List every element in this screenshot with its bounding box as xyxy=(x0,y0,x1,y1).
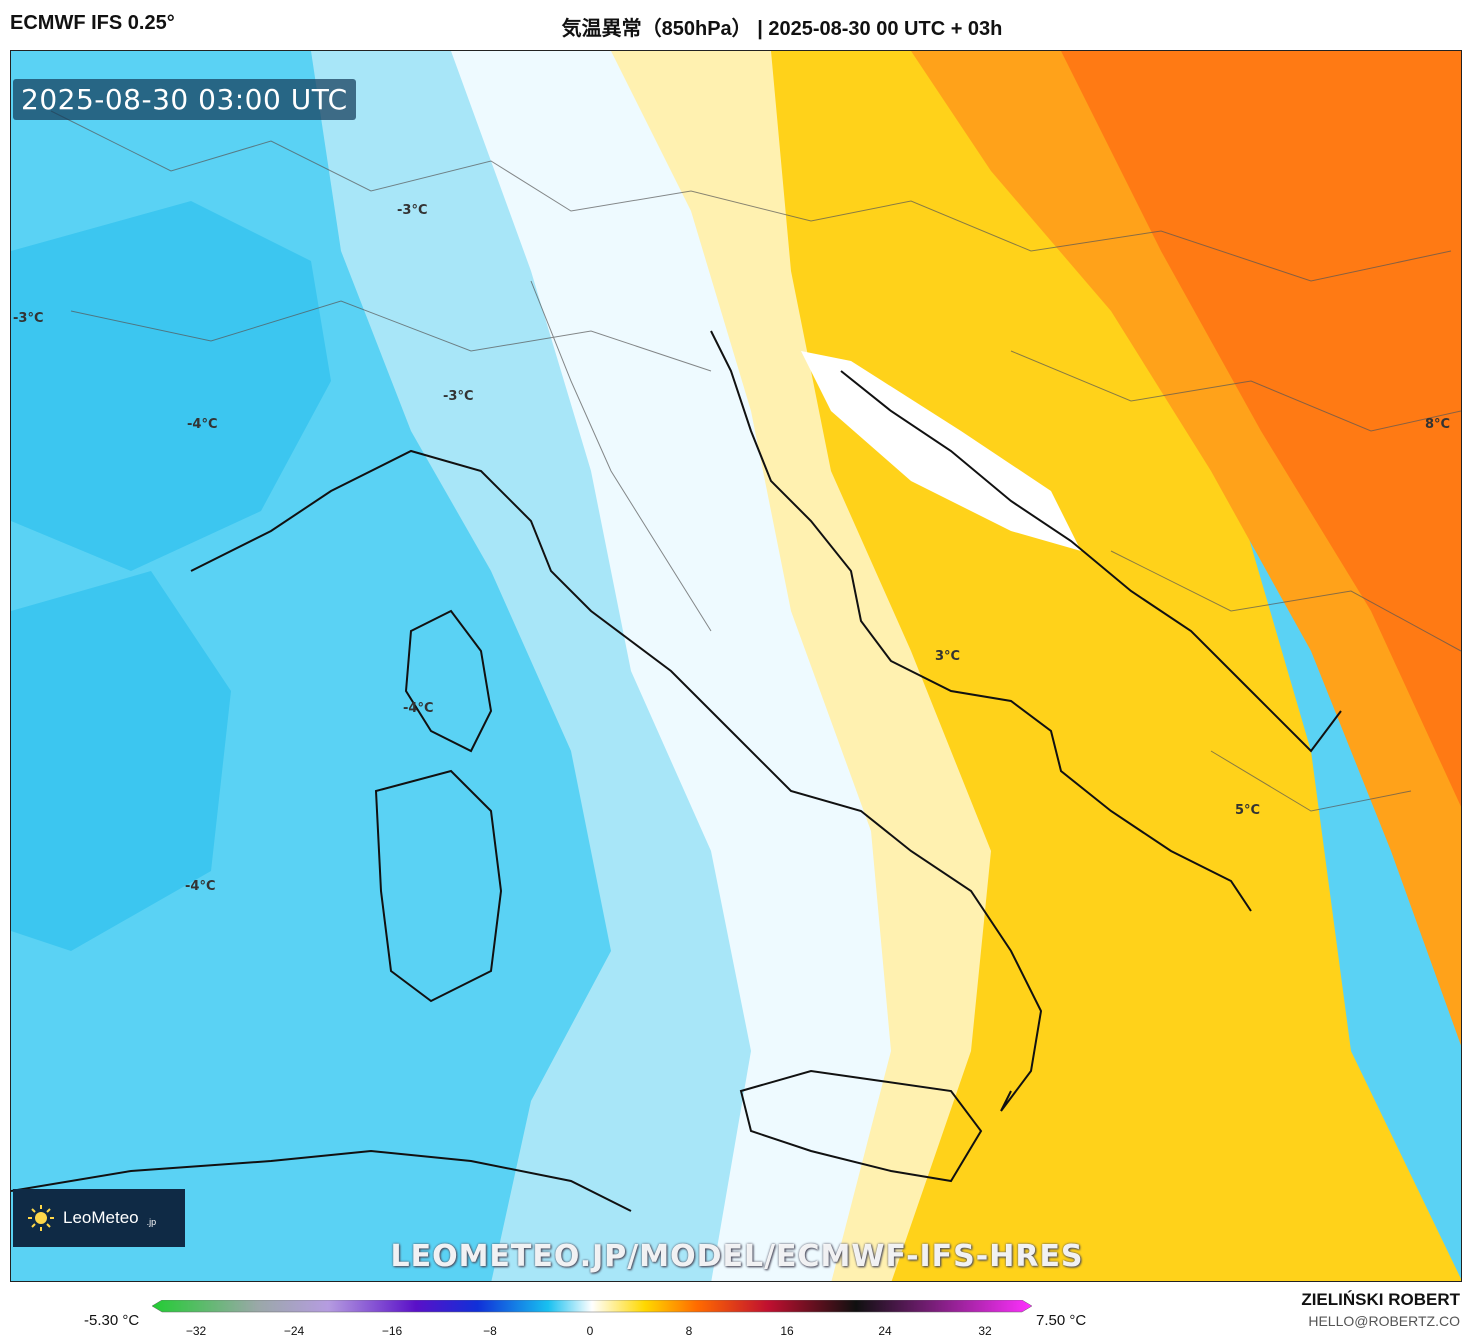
model-name: ECMWF IFS 0.25° xyxy=(10,12,175,34)
scale-tick: −8 xyxy=(483,1324,497,1338)
temperature-anomaly-map xyxy=(11,51,1461,1281)
contour-label: 8°C xyxy=(1425,417,1451,432)
near-zero-band xyxy=(451,51,911,1281)
valid-time-badge: 2025-08-30 03:00 UTC xyxy=(13,79,356,120)
contour-label: -3°C xyxy=(13,311,44,326)
scale-tick: −32 xyxy=(185,1324,207,1338)
scale-tick: 24 xyxy=(878,1324,892,1338)
contour-label: 5°C xyxy=(1235,803,1261,818)
contour-label: -3°C xyxy=(397,203,428,218)
balkan-coast xyxy=(840,370,1342,753)
sardinia-outline xyxy=(374,769,503,1003)
scale-tick: −24 xyxy=(283,1324,305,1338)
chart-title: 気温異常（850hPa） | 2025-08-30 00 UTC + 03h xyxy=(561,18,1003,40)
contour-label: 3°C xyxy=(935,649,961,664)
legend-min-value: -5.30 °C xyxy=(84,1312,140,1329)
contour-label: -4°C xyxy=(403,701,434,716)
admin-boundaries xyxy=(50,110,1461,812)
scale-tick: 8 xyxy=(685,1324,693,1338)
author-name: ZIELIŃSKI ROBERT xyxy=(1301,1290,1460,1309)
scale-tick: −16 xyxy=(381,1324,403,1338)
sun-icon xyxy=(28,1205,54,1231)
italy-east-coast xyxy=(710,330,1252,912)
north-africa-coast xyxy=(11,1149,632,1212)
source-watermark: LEOMETEO.JP/MODEL/ECMWF-IFS-HRES xyxy=(390,1239,1084,1274)
coastlines xyxy=(11,330,1342,1212)
italy-west-coast xyxy=(190,449,1043,1112)
warmest-anomaly-field xyxy=(1061,51,1461,807)
sicily-outline xyxy=(739,1069,983,1183)
corsica-outline xyxy=(404,609,493,753)
contour-label: -4°C xyxy=(187,417,218,432)
legend-max-value: 7.50 °C xyxy=(1036,1312,1087,1329)
brand-logo[interactable]: LeoMeteo .jp xyxy=(13,1189,185,1247)
logo-suffix-text: .jp xyxy=(146,1217,157,1227)
scale-tick: 16 xyxy=(780,1324,794,1338)
contour-label: -4°C xyxy=(185,879,216,894)
scale-tick: 32 xyxy=(978,1324,992,1338)
scale-tick: 0 xyxy=(586,1324,594,1338)
author-email[interactable]: HELLO@ROBERTZ.CO xyxy=(1308,1313,1460,1329)
cold-core-sea xyxy=(11,571,231,951)
light-blue-band xyxy=(311,51,831,1281)
map-panel[interactable]: 2025-08-30 03:00 UTC -3°C -3°C -3°C -4°C… xyxy=(10,50,1462,1282)
color-scale-bar xyxy=(152,1300,1032,1313)
warm-anomaly-field xyxy=(771,51,1461,1281)
contour-label: -3°C xyxy=(443,389,474,404)
cold-core-france xyxy=(11,201,331,571)
logo-brand-text: LeoMeteo xyxy=(63,1208,139,1227)
